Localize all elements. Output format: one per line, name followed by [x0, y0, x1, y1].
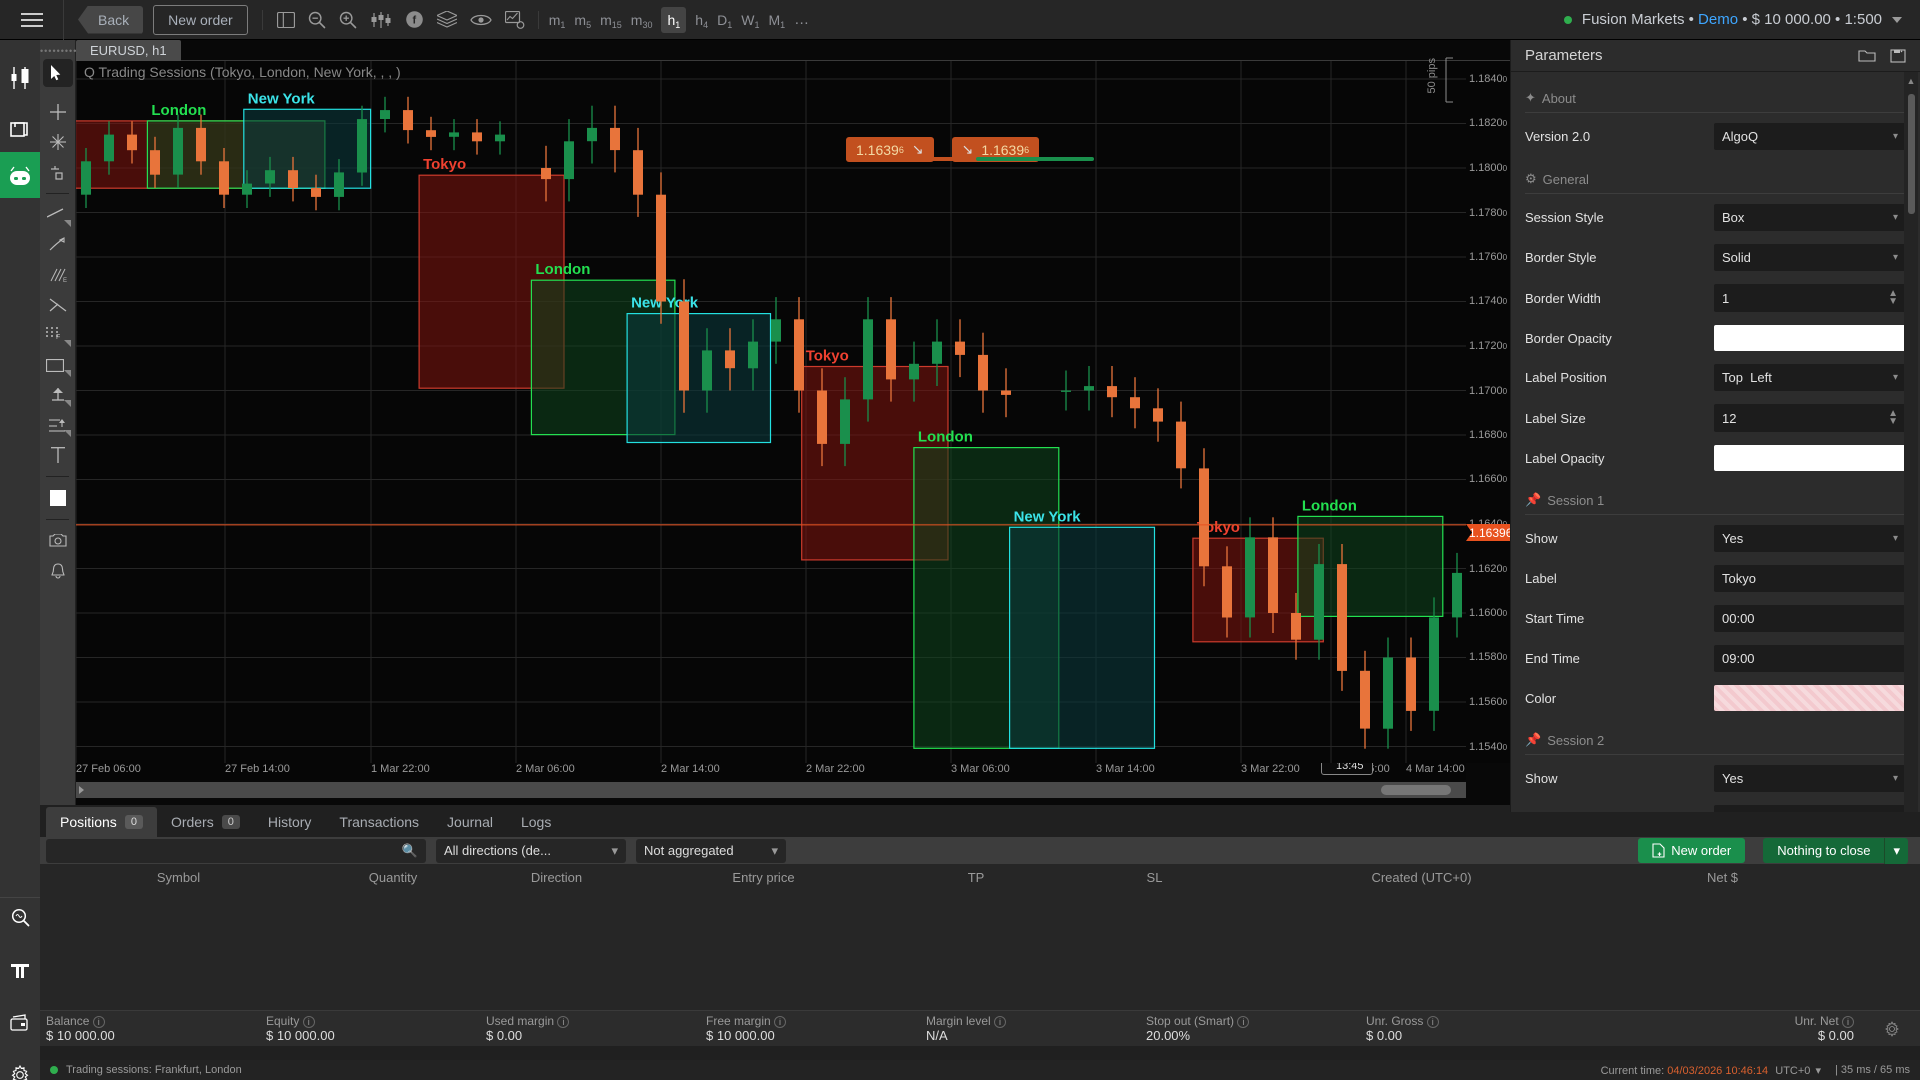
svg-text:E: E — [63, 278, 67, 283]
svg-text:Tokyo: Tokyo — [806, 348, 849, 365]
svg-text:London: London — [918, 429, 973, 446]
svg-text:London: London — [1302, 497, 1357, 514]
svg-text:New York: New York — [248, 90, 316, 107]
svg-text:Q Trading Sessions (Tokyo, Lon: Q Trading Sessions (Tokyo, London, New Y… — [84, 64, 401, 80]
svg-text:London: London — [535, 261, 590, 278]
svg-text:F: F — [56, 334, 60, 339]
svg-text:Tokyo: Tokyo — [423, 156, 466, 173]
svg-text:London: London — [151, 102, 206, 119]
svg-text:New York: New York — [1014, 508, 1082, 525]
svg-text:f: f — [412, 15, 416, 27]
